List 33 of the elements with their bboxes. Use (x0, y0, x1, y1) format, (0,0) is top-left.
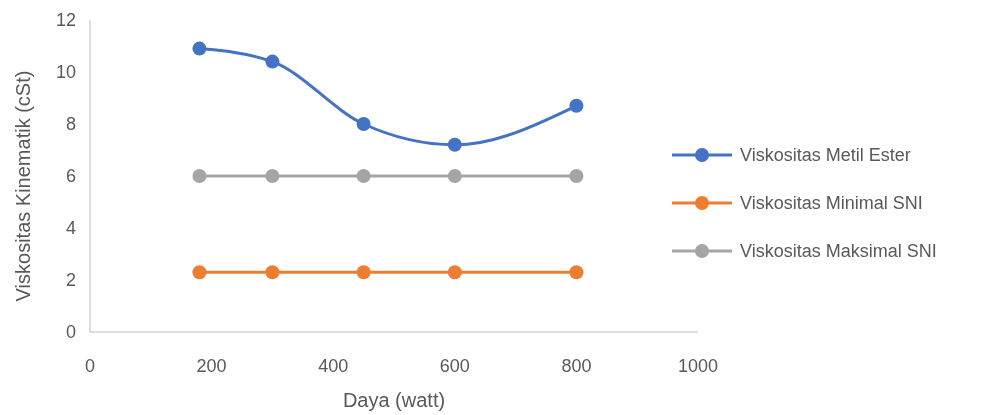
y-tick-label: 8 (65, 114, 76, 135)
point (356, 117, 371, 131)
point (192, 41, 207, 56)
y-tick-label: 12 (55, 10, 76, 31)
point (569, 169, 584, 183)
point (192, 265, 207, 280)
y-tick-label: 4 (65, 218, 76, 239)
y-axis-title: Viskositas Kinematik (cSt) (12, 70, 34, 302)
point (265, 54, 280, 69)
x-tick-label: 800 (561, 356, 592, 376)
y-tick-label: 6 (65, 166, 76, 187)
point (447, 169, 462, 183)
y-tick-label: 0 (65, 322, 76, 343)
y-tick-label: 10 (55, 62, 76, 83)
point (356, 265, 371, 280)
x-tick-label: 200 (196, 356, 227, 376)
x-tick-label: 400 (318, 356, 349, 376)
x-tick-label: 600 (439, 356, 470, 376)
point (265, 169, 280, 183)
point (356, 169, 371, 183)
legend-label: Viskositas Maksimal SNI (740, 241, 937, 262)
y-tick-label: 2 (65, 270, 76, 291)
x-axis-title: Daya (watt) (342, 389, 446, 411)
point (569, 265, 584, 280)
legend-label: Viskositas Minimal SNI (740, 193, 923, 214)
point (447, 137, 462, 152)
point (265, 265, 280, 280)
point (447, 265, 462, 280)
legend-label: Viskositas Metil Ester (740, 145, 911, 166)
point (569, 98, 584, 113)
point (192, 169, 207, 183)
x-tick-label: 0 (84, 356, 96, 376)
x-tick-label: 1000 (677, 356, 719, 376)
